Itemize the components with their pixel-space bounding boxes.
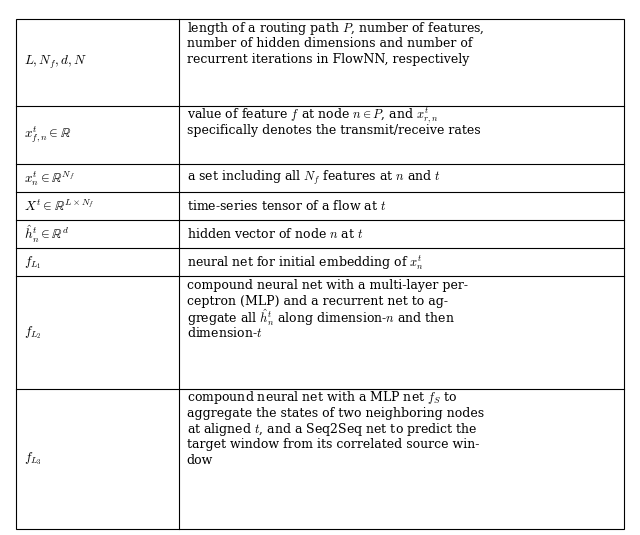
- Text: $x^t_{f,n} \in \mathbb{R}$: $x^t_{f,n} \in \mathbb{R}$: [24, 125, 71, 146]
- Text: at aligned $t$, and a Seq2Seq net to predict the: at aligned $t$, and a Seq2Seq net to pre…: [187, 421, 477, 438]
- Text: number of hidden dimensions and number of: number of hidden dimensions and number o…: [187, 37, 472, 50]
- Text: a set including all $N_f$ features at $n$ and $t$: a set including all $N_f$ features at $n…: [187, 170, 440, 187]
- Text: $f_{L_1}$: $f_{L_1}$: [24, 254, 41, 271]
- Text: recurrent iterations in FlowNN, respectively: recurrent iterations in FlowNN, respecti…: [187, 53, 469, 66]
- Text: $\hat{h}^t_n \in \mathbb{R}^d$: $\hat{h}^t_n \in \mathbb{R}^d$: [24, 224, 69, 245]
- Text: $f_{L_3}$: $f_{L_3}$: [24, 450, 42, 467]
- Text: hidden vector of node $n$ at $t$: hidden vector of node $n$ at $t$: [187, 227, 363, 241]
- Text: ceptron (MLP) and a recurrent net to ag-: ceptron (MLP) and a recurrent net to ag-: [187, 295, 447, 308]
- Text: neural net for initial embedding of $x^t_n$: neural net for initial embedding of $x^t…: [187, 253, 424, 272]
- Text: $f_{L_2}$: $f_{L_2}$: [24, 324, 41, 341]
- Text: aggregate the states of two neighboring nodes: aggregate the states of two neighboring …: [187, 407, 484, 420]
- Text: $x^t_n \in \mathbb{R}^{N_f}$: $x^t_n \in \mathbb{R}^{N_f}$: [24, 169, 75, 188]
- Text: time-series tensor of a flow at $t$: time-series tensor of a flow at $t$: [187, 200, 386, 213]
- Text: target window from its correlated source win-: target window from its correlated source…: [187, 438, 479, 451]
- Text: compound neural net with a MLP net $f_S$ to: compound neural net with a MLP net $f_S$…: [187, 389, 457, 407]
- Text: length of a routing path $P$, number of features,: length of a routing path $P$, number of …: [187, 20, 484, 36]
- Text: value of feature $f$ at node $n \in P$, and $x^t_{r,n}$: value of feature $f$ at node $n \in P$, …: [187, 105, 438, 125]
- Text: $X^t \in \mathbb{R}^{L \times N_f}$: $X^t \in \mathbb{R}^{L \times N_f}$: [24, 198, 94, 214]
- Text: $L, N_f, d, N$: $L, N_f, d, N$: [24, 54, 87, 71]
- Text: gregate all $\hat{h}^t_n$ along dimension-$n$ and then: gregate all $\hat{h}^t_n$ along dimensio…: [187, 307, 454, 327]
- Text: specifically denotes the transmit/receive rates: specifically denotes the transmit/receiv…: [187, 124, 480, 137]
- Text: dow: dow: [187, 454, 213, 467]
- Text: dimension-$t$: dimension-$t$: [187, 326, 262, 340]
- Text: compound neural net with a multi-layer per-: compound neural net with a multi-layer p…: [187, 279, 468, 292]
